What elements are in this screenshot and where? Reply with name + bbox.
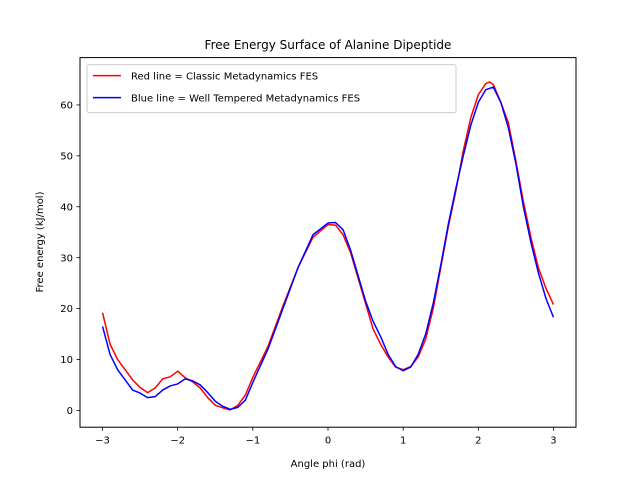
y-tick-label: 50 <box>60 151 73 162</box>
x-tick-label: 1 <box>400 436 406 447</box>
x-axis: −3 −2 −1 0 1 2 3 <box>95 427 557 447</box>
series-line-0 <box>101 81 555 411</box>
x-tick-label: 0 <box>325 436 331 447</box>
legend-label-well-tempered: Blue line = Well Tempered Metadynamics F… <box>131 94 360 105</box>
x-tick-label: −2 <box>170 436 185 447</box>
y-tick-label: 20 <box>60 304 73 315</box>
y-tick-label: 30 <box>60 253 73 264</box>
y-tick-label: 40 <box>60 202 73 213</box>
y-axis-label: Free energy (kJ/mol) <box>35 191 46 292</box>
chart-title: Free Energy Surface of Alanine Dipeptide <box>205 38 452 52</box>
x-tick-label: 3 <box>550 436 556 447</box>
y-tick-label: 0 <box>67 406 73 417</box>
plot-area <box>101 81 555 411</box>
y-tick-label: 10 <box>60 355 73 366</box>
y-axis: 0 10 20 30 40 50 60 <box>60 101 80 417</box>
legend: Red line = Classic Metadynamics FES Blue… <box>86 64 457 114</box>
y-tick-label: 60 <box>60 101 73 112</box>
x-axis-label: Angle phi (rad) <box>291 459 366 470</box>
x-tick-label: 2 <box>475 436 481 447</box>
x-tick-label: −3 <box>95 436 110 447</box>
series-line-1 <box>101 86 555 411</box>
legend-label-classic: Red line = Classic Metadynamics FES <box>131 72 318 83</box>
x-tick-label: −1 <box>245 436 260 447</box>
legend-box <box>86 64 457 114</box>
